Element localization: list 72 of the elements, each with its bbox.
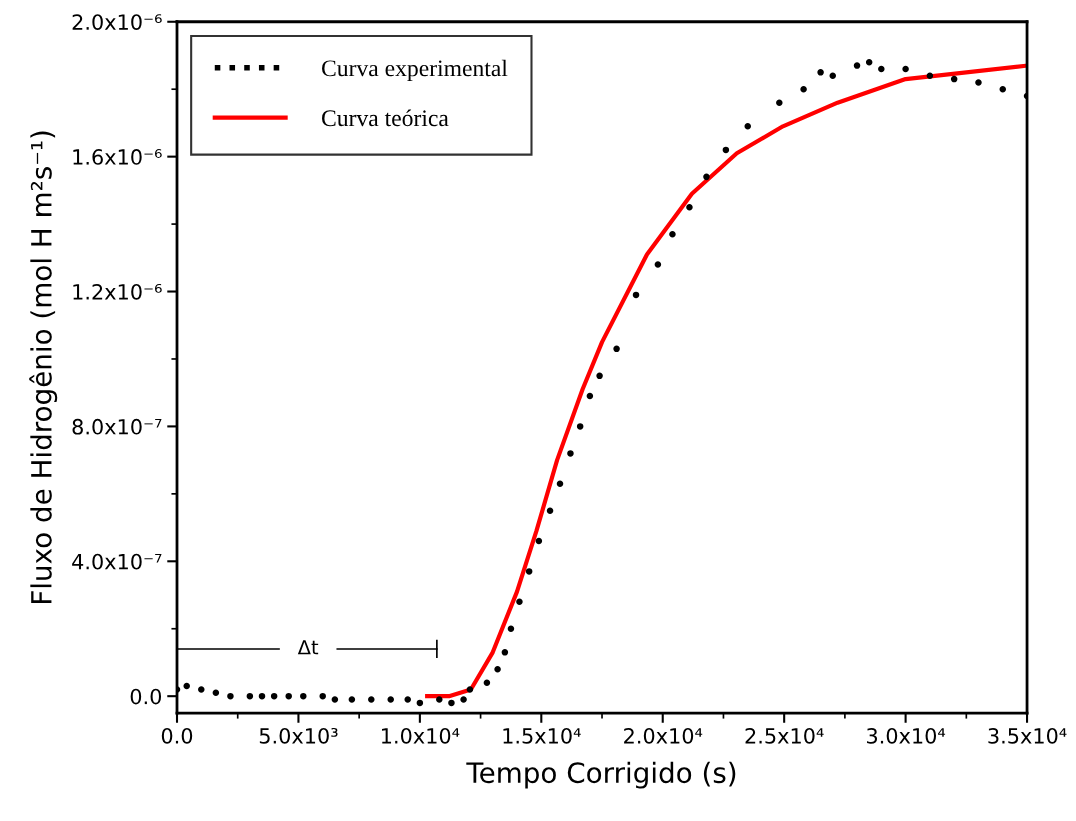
point bbox=[926, 72, 934, 79]
point bbox=[999, 85, 1007, 93]
point bbox=[853, 62, 861, 69]
point bbox=[817, 69, 824, 76]
point bbox=[368, 696, 375, 703]
point bbox=[246, 692, 254, 700]
y-tick-label: 8.0x10⁻⁷ bbox=[72, 418, 162, 435]
x-axis-title: Tempo Corrigido (s) bbox=[466, 761, 736, 789]
point bbox=[776, 99, 783, 106]
x-tick-label: 1.5x10⁴ bbox=[503, 727, 581, 744]
point bbox=[436, 696, 443, 703]
x-tick-label: 2.0x10⁴ bbox=[624, 727, 703, 744]
point bbox=[270, 692, 278, 700]
point bbox=[300, 692, 307, 700]
y-tick-label: 1.6x10⁻⁶ bbox=[73, 149, 162, 165]
point bbox=[212, 689, 220, 697]
point bbox=[703, 173, 710, 181]
legend-label: Curva teórica bbox=[322, 109, 449, 127]
point bbox=[576, 423, 584, 430]
point bbox=[404, 696, 411, 703]
point bbox=[448, 699, 455, 707]
point bbox=[507, 625, 515, 632]
point bbox=[285, 692, 292, 700]
point bbox=[586, 392, 594, 400]
point bbox=[466, 686, 474, 693]
point bbox=[460, 696, 467, 703]
point bbox=[556, 480, 564, 487]
point bbox=[525, 568, 533, 575]
x-tick-label: 3.0x10⁴ bbox=[867, 727, 946, 744]
point bbox=[686, 203, 693, 211]
point bbox=[975, 79, 982, 86]
point bbox=[878, 65, 885, 73]
point bbox=[416, 699, 424, 707]
x-tick-label: 5.0x10³ bbox=[259, 727, 338, 744]
y-tick-label: 1.2x10⁻⁶ bbox=[73, 283, 162, 300]
annotation: Δt bbox=[297, 640, 319, 655]
point bbox=[950, 75, 958, 83]
point bbox=[331, 696, 339, 703]
point bbox=[669, 230, 676, 238]
point bbox=[198, 686, 205, 693]
legend-label: Curva experimental bbox=[322, 59, 508, 82]
y-axis-title: Fluxo de Hidrogênio (mol H m²s⁻¹) bbox=[29, 131, 58, 603]
point bbox=[483, 679, 491, 686]
point bbox=[829, 72, 836, 79]
point bbox=[494, 665, 501, 673]
point bbox=[902, 65, 909, 73]
y-tick-label: 4.0x10⁻⁷ bbox=[72, 553, 162, 570]
point bbox=[258, 692, 266, 700]
point bbox=[613, 345, 620, 353]
x-tick-label: 3.5x10⁴ bbox=[988, 727, 1067, 744]
point bbox=[501, 649, 509, 656]
point bbox=[722, 146, 730, 154]
point bbox=[535, 537, 543, 545]
point bbox=[227, 692, 234, 700]
y-tick-label: 2.0x10⁻⁶ bbox=[72, 14, 162, 30]
point bbox=[632, 291, 640, 299]
point bbox=[387, 696, 394, 703]
point bbox=[744, 123, 751, 130]
x-tick-label: 0.0 bbox=[161, 727, 193, 744]
point bbox=[319, 692, 326, 700]
point bbox=[183, 682, 190, 690]
point bbox=[348, 696, 356, 703]
x-tick-label: 2.5x10⁴ bbox=[745, 727, 824, 744]
point bbox=[567, 450, 574, 457]
point bbox=[546, 507, 554, 514]
point bbox=[800, 85, 807, 93]
point bbox=[596, 372, 603, 380]
point bbox=[516, 598, 523, 606]
y-tick-label: 0.0 bbox=[130, 688, 162, 705]
point bbox=[865, 58, 873, 66]
x-tick-label: 1.0x10⁴ bbox=[382, 727, 460, 744]
point bbox=[654, 261, 662, 268]
